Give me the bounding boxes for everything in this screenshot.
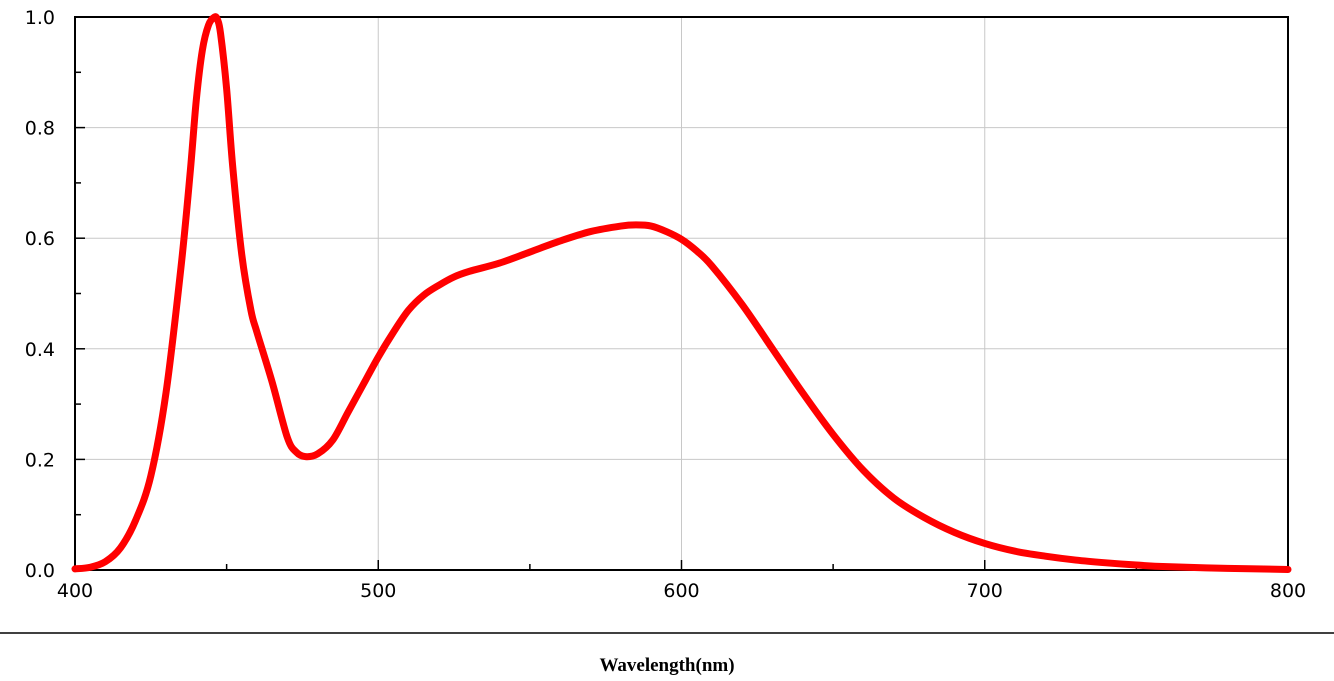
y-tick-label-0.2: 0.2 — [25, 449, 55, 471]
y-tick-label-0.0: 0.0 — [25, 560, 55, 582]
tick-label-layer: 400 500 600 700 800 0.0 0.2 0.4 0.6 0.8 1.0 — [25, 7, 1306, 602]
x-tick-label-400: 400 — [57, 580, 93, 602]
x-tick-label-600: 600 — [663, 580, 699, 602]
y-tick-label-0.8: 0.8 — [25, 118, 55, 140]
x-tick-label-500: 500 — [360, 580, 396, 602]
y-tick-label-1.0: 1.0 — [25, 7, 55, 29]
y-tick-label-0.4: 0.4 — [25, 339, 55, 361]
x-axis-title: Wavelength(nm) — [599, 655, 734, 676]
x-tick-label-700: 700 — [967, 580, 1003, 602]
y-tick-label-0.6: 0.6 — [25, 228, 55, 250]
spectrum-line — [71, 13, 1292, 573]
x-tick-label-800: 800 — [1270, 580, 1306, 602]
grid-layer — [75, 17, 1288, 570]
